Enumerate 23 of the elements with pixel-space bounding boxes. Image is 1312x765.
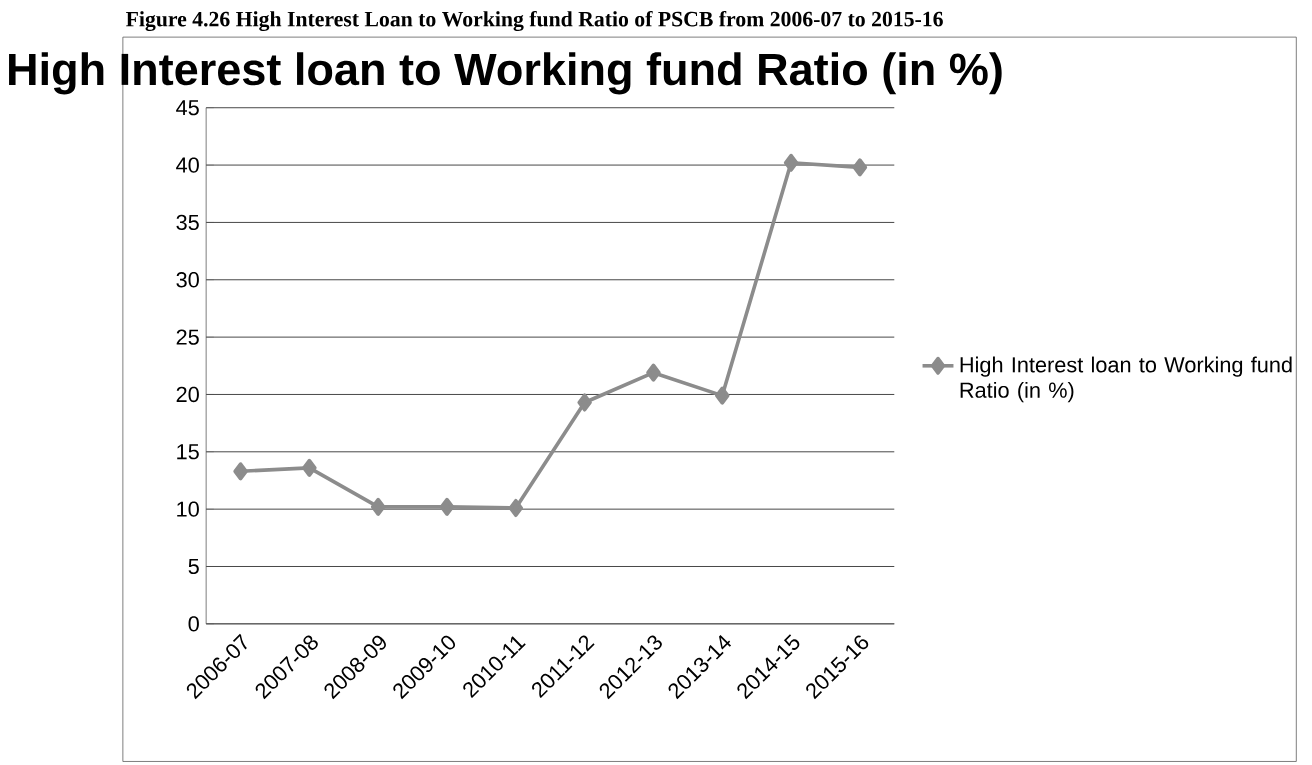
point [715, 386, 730, 405]
legend-label: High Interest loan to Working fund Ratio (in %) [960, 356, 1292, 403]
point [439, 497, 455, 516]
point [577, 393, 592, 412]
y-tick-label: 40 [176, 157, 199, 173]
caption: Figure 4.26 High Interest Loan to Working fund Ratio of PSCB from 2006-07 to 2015-16 [126, 10, 943, 31]
point [852, 158, 868, 177]
y-tick-label: 25 [176, 329, 199, 345]
point [783, 153, 799, 172]
point [370, 497, 386, 516]
point [233, 462, 248, 481]
y-tick-label: 15 [177, 444, 199, 460]
y-tick-label: 5 [188, 558, 199, 575]
y-tick-label: 0 [188, 616, 199, 632]
y-tick-label: 30 [176, 272, 199, 288]
y-tick-label: 10 [177, 501, 199, 517]
chart-title: High Interest loan to Working fund Ratio (in %) [9, 52, 1002, 95]
y-tick-label: 45 [176, 100, 199, 116]
point [508, 498, 524, 518]
y-tick-label: 35 [176, 214, 199, 231]
y-tick-label: 20 [176, 386, 199, 403]
point [646, 363, 661, 382]
point [302, 458, 317, 477]
